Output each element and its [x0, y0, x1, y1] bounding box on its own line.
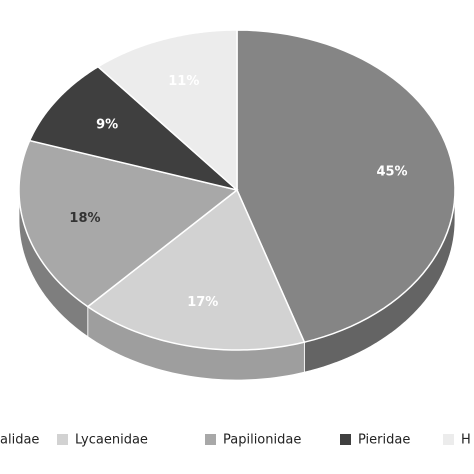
value-label: 11% — [168, 74, 199, 89]
slice — [96, 29, 238, 192]
legend-swatch — [205, 434, 216, 445]
slice — [18, 139, 239, 308]
value-label: 45% — [376, 164, 407, 179]
legend-label: Lycaenidae — [75, 433, 148, 448]
legend-swatch — [57, 434, 68, 445]
slice — [86, 188, 306, 351]
legend-label: Papilionidae — [223, 433, 301, 448]
value-label: 9% — [96, 118, 118, 133]
value-label: 18% — [69, 211, 100, 226]
slice — [236, 29, 456, 344]
value-label: 17% — [187, 295, 218, 310]
legend-label: Pieridae — [358, 433, 410, 448]
legend-swatch — [340, 434, 351, 445]
legend-label: H — [461, 433, 471, 448]
legend-label: alidae — [0, 433, 39, 448]
legend-swatch — [443, 434, 454, 445]
slice — [28, 65, 238, 191]
